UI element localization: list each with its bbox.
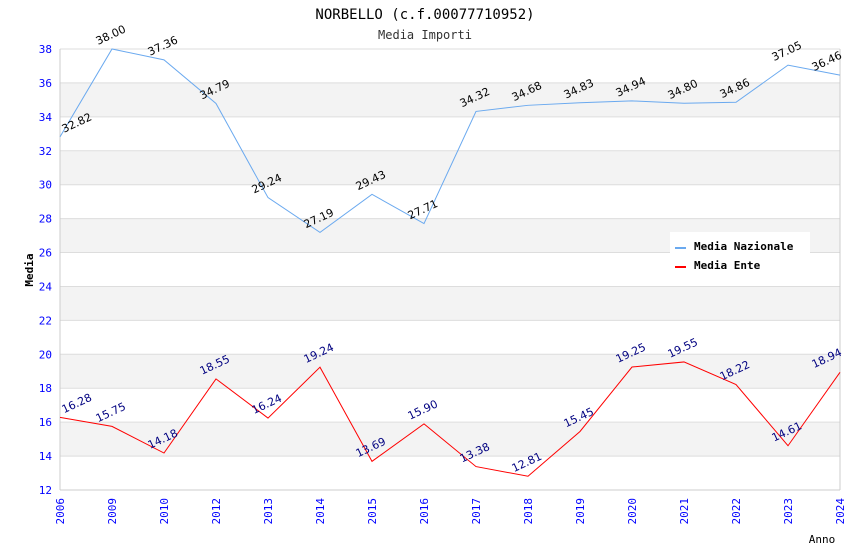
y-tick-label: 38 bbox=[39, 43, 52, 56]
legend: Media Nazionale Media Ente bbox=[670, 232, 810, 276]
data-label: 38.00 bbox=[94, 23, 128, 48]
y-tick-label: 34 bbox=[39, 111, 53, 124]
y-tick-label: 28 bbox=[39, 213, 52, 226]
y-tick-label: 22 bbox=[39, 314, 52, 327]
data-label: 15.90 bbox=[406, 397, 440, 422]
legend-box bbox=[670, 232, 810, 276]
chart-subtitle: Media Importi bbox=[378, 28, 472, 42]
x-tick-label: 2019 bbox=[574, 498, 587, 525]
data-label: 36.46 bbox=[810, 49, 844, 74]
y-tick-label: 24 bbox=[39, 280, 53, 293]
data-label: 37.36 bbox=[146, 33, 180, 58]
x-tick-label: 2009 bbox=[106, 498, 119, 525]
x-tick-label: 2006 bbox=[54, 498, 67, 525]
series-line-ente bbox=[59, 361, 841, 477]
legend-label-ente: Media Ente bbox=[694, 259, 761, 272]
y-tick-label: 20 bbox=[39, 348, 52, 361]
x-tick-label: 2016 bbox=[418, 498, 431, 525]
x-tick-label: 2022 bbox=[730, 498, 743, 525]
grid-band bbox=[60, 422, 840, 457]
y-axis-label: Media bbox=[23, 253, 36, 286]
x-tick-label: 2014 bbox=[314, 498, 327, 525]
data-label: 15.75 bbox=[94, 400, 128, 425]
x-tick-label: 2017 bbox=[470, 498, 483, 525]
x-tick-label: 2015 bbox=[366, 498, 379, 525]
y-tick-label: 30 bbox=[39, 179, 52, 192]
grid-band bbox=[60, 354, 840, 389]
x-tick-label: 2012 bbox=[210, 498, 223, 525]
x-tick-label: 2024 bbox=[834, 498, 847, 525]
x-tick-label: 2018 bbox=[522, 498, 535, 525]
x-tick-label: 2021 bbox=[678, 498, 691, 525]
grid-band bbox=[60, 286, 840, 321]
x-tick-label: 2020 bbox=[626, 498, 639, 525]
grid-band bbox=[60, 82, 840, 117]
y-tick-label: 26 bbox=[39, 247, 52, 260]
data-label: 37.05 bbox=[770, 39, 804, 64]
y-tick-label: 14 bbox=[39, 450, 53, 463]
x-tick-label: 2010 bbox=[158, 498, 171, 525]
y-tick-label: 12 bbox=[39, 484, 52, 497]
y-tick-label: 32 bbox=[39, 145, 52, 158]
x-tick-label: 2023 bbox=[782, 498, 795, 525]
y-tick-label: 16 bbox=[39, 416, 52, 429]
x-axis-label: Anno bbox=[809, 533, 836, 546]
legend-label-nazionale: Media Nazionale bbox=[694, 240, 794, 253]
y-tick-label: 18 bbox=[39, 382, 52, 395]
data-label: 16.28 bbox=[60, 391, 94, 416]
series-line-nazionale bbox=[59, 48, 841, 233]
x-tick-label: 2013 bbox=[262, 498, 275, 525]
chart-title: NORBELLO (c.f.00077710952) bbox=[315, 7, 534, 23]
data-label: 16.24 bbox=[250, 392, 284, 417]
y-tick-label: 36 bbox=[39, 77, 52, 90]
